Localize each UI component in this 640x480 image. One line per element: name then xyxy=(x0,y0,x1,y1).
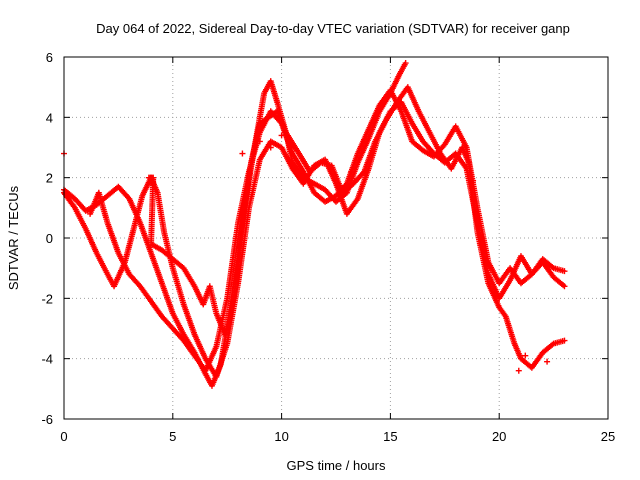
x-tick-label: 10 xyxy=(274,429,288,444)
data-point xyxy=(278,132,285,139)
x-tick-label: 15 xyxy=(383,429,397,444)
data-point xyxy=(470,177,477,184)
x-tick-label: 20 xyxy=(492,429,506,444)
x-axis-label: GPS time / hours xyxy=(287,458,386,473)
data-point xyxy=(239,150,246,157)
x-tick-label: 5 xyxy=(169,429,176,444)
data-point xyxy=(561,283,568,290)
y-tick-label: -2 xyxy=(41,291,53,306)
data-point xyxy=(256,138,263,145)
x-tick-label: 25 xyxy=(601,429,615,444)
y-axis-label: SDTVAR / TECUs xyxy=(6,185,21,290)
data-points xyxy=(61,60,568,389)
y-tick-label: 2 xyxy=(46,171,53,186)
y-tick-label: -4 xyxy=(41,352,53,367)
y-tick-label: 6 xyxy=(46,50,53,65)
y-tick-label: -6 xyxy=(41,412,53,427)
data-point xyxy=(402,60,409,67)
data-point xyxy=(561,337,568,344)
y-tick-label: 0 xyxy=(46,231,53,246)
data-point xyxy=(515,367,522,374)
data-point xyxy=(544,358,551,365)
chart-title: Day 064 of 2022, Sidereal Day-to-day VTE… xyxy=(96,21,570,36)
y-tick-label: 4 xyxy=(46,110,53,125)
data-point xyxy=(561,268,568,275)
data-point xyxy=(348,168,355,175)
x-tick-label: 0 xyxy=(60,429,67,444)
data-point xyxy=(267,144,274,151)
data-point xyxy=(522,352,529,359)
plot-frame xyxy=(63,56,609,420)
